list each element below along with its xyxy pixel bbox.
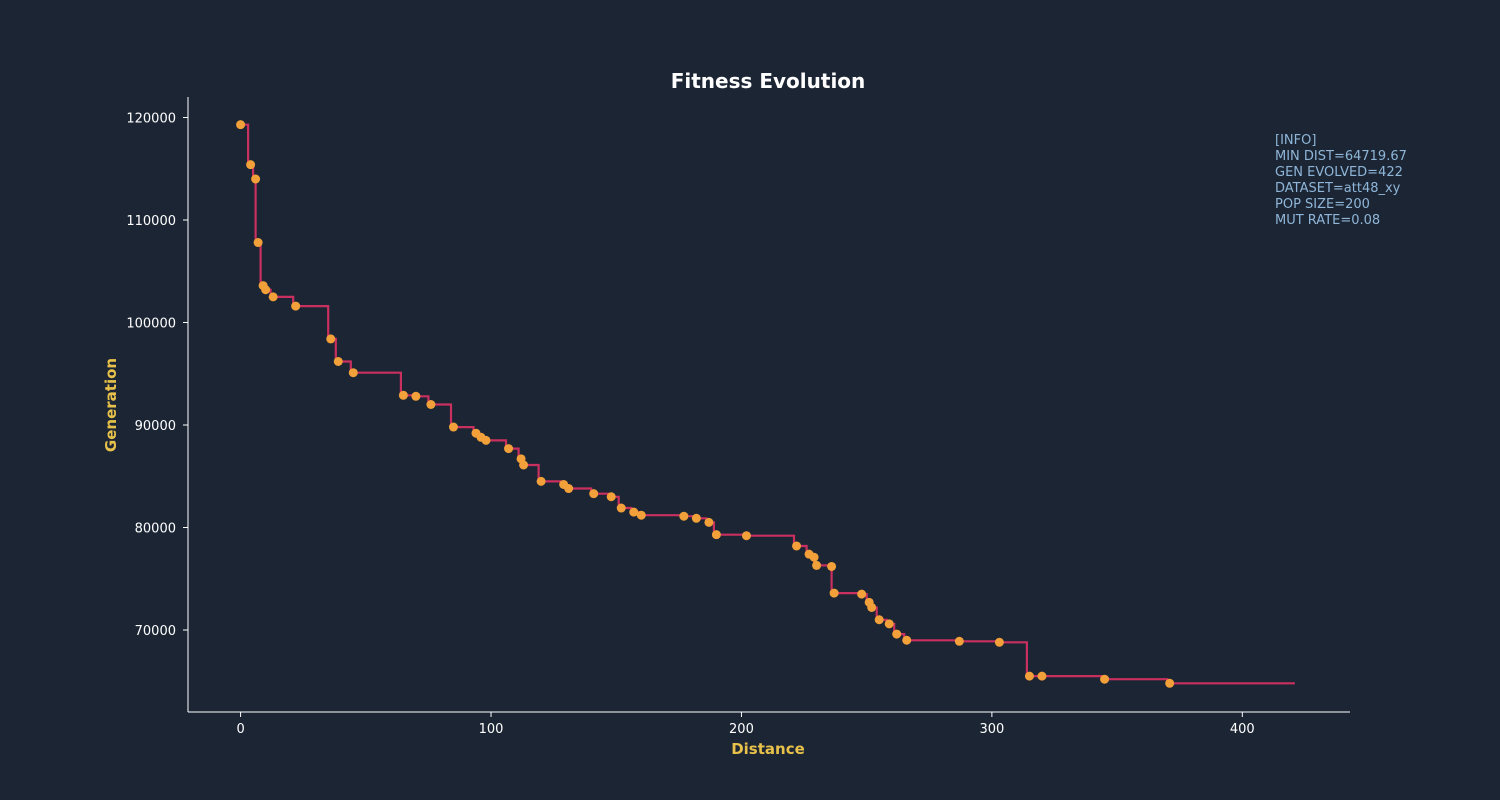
data-point	[426, 400, 436, 409]
data-point	[892, 629, 902, 639]
data-point	[253, 238, 263, 248]
data-point	[589, 489, 599, 499]
data-point	[616, 503, 626, 513]
data-point	[481, 435, 491, 445]
data-point	[606, 492, 616, 502]
data-point	[564, 484, 574, 494]
data-point	[704, 517, 714, 527]
data-point	[504, 444, 514, 454]
data-point	[629, 507, 639, 517]
y-tick-label: 110000	[126, 214, 176, 229]
data-point	[691, 513, 701, 523]
data-point	[246, 160, 256, 170]
y-tick-label: 80000	[135, 522, 176, 537]
info-line: POP SIZE=200	[1275, 197, 1370, 212]
data-point	[448, 422, 458, 432]
data-point	[857, 589, 867, 599]
data-point	[812, 560, 822, 570]
data-point	[741, 531, 751, 541]
x-tick-label: 300	[979, 722, 1004, 737]
data-point	[326, 334, 336, 344]
y-tick-label: 70000	[135, 624, 176, 639]
data-point	[1100, 674, 1110, 684]
data-point	[536, 476, 546, 486]
data-point	[411, 391, 421, 401]
info-line: MIN DIST=64719.67	[1275, 149, 1407, 164]
info-line: DATASET=att48_xy	[1275, 181, 1401, 196]
data-point	[333, 356, 343, 366]
data-point	[884, 619, 894, 629]
data-point	[291, 301, 301, 311]
data-point	[236, 120, 246, 130]
data-point	[809, 552, 819, 562]
data-point	[711, 530, 721, 540]
data-point	[348, 368, 358, 378]
improvement-markers	[236, 120, 1175, 688]
data-point	[867, 602, 877, 612]
y-tick-label: 90000	[135, 419, 176, 434]
data-point	[902, 635, 912, 645]
x-ticks: 0 100 200 300 400	[236, 712, 1255, 737]
y-ticks: 70000 80000 90000 100000 110000 120000	[126, 112, 188, 639]
data-point	[792, 541, 802, 551]
x-tick-label: 0	[236, 722, 244, 737]
data-point	[1165, 678, 1175, 688]
x-axis-label: Distance	[731, 740, 805, 758]
info-line: GEN EVOLVED=422	[1275, 165, 1403, 180]
data-point	[679, 511, 689, 521]
data-point	[251, 174, 261, 184]
data-point	[874, 615, 884, 625]
data-point	[268, 292, 278, 302]
data-point	[829, 588, 839, 598]
data-point	[1024, 671, 1034, 681]
info-line: [INFO]	[1275, 133, 1316, 148]
y-axis-label: Generation	[102, 358, 120, 452]
data-point	[519, 460, 529, 470]
data-point	[261, 285, 271, 295]
data-point	[398, 390, 408, 400]
fitness-line	[240, 123, 1295, 685]
data-point	[994, 637, 1004, 647]
x-tick-label: 400	[1230, 722, 1255, 737]
data-point	[1037, 671, 1047, 681]
y-tick-label: 100000	[126, 317, 176, 332]
x-tick-label: 200	[729, 722, 754, 737]
info-line: MUT RATE=0.08	[1275, 213, 1380, 228]
chart-title: Fitness Evolution	[671, 69, 866, 93]
y-tick-label: 120000	[126, 112, 176, 127]
data-point	[827, 561, 837, 571]
x-tick-label: 100	[479, 722, 504, 737]
data-point	[954, 636, 964, 646]
data-point	[636, 510, 646, 520]
